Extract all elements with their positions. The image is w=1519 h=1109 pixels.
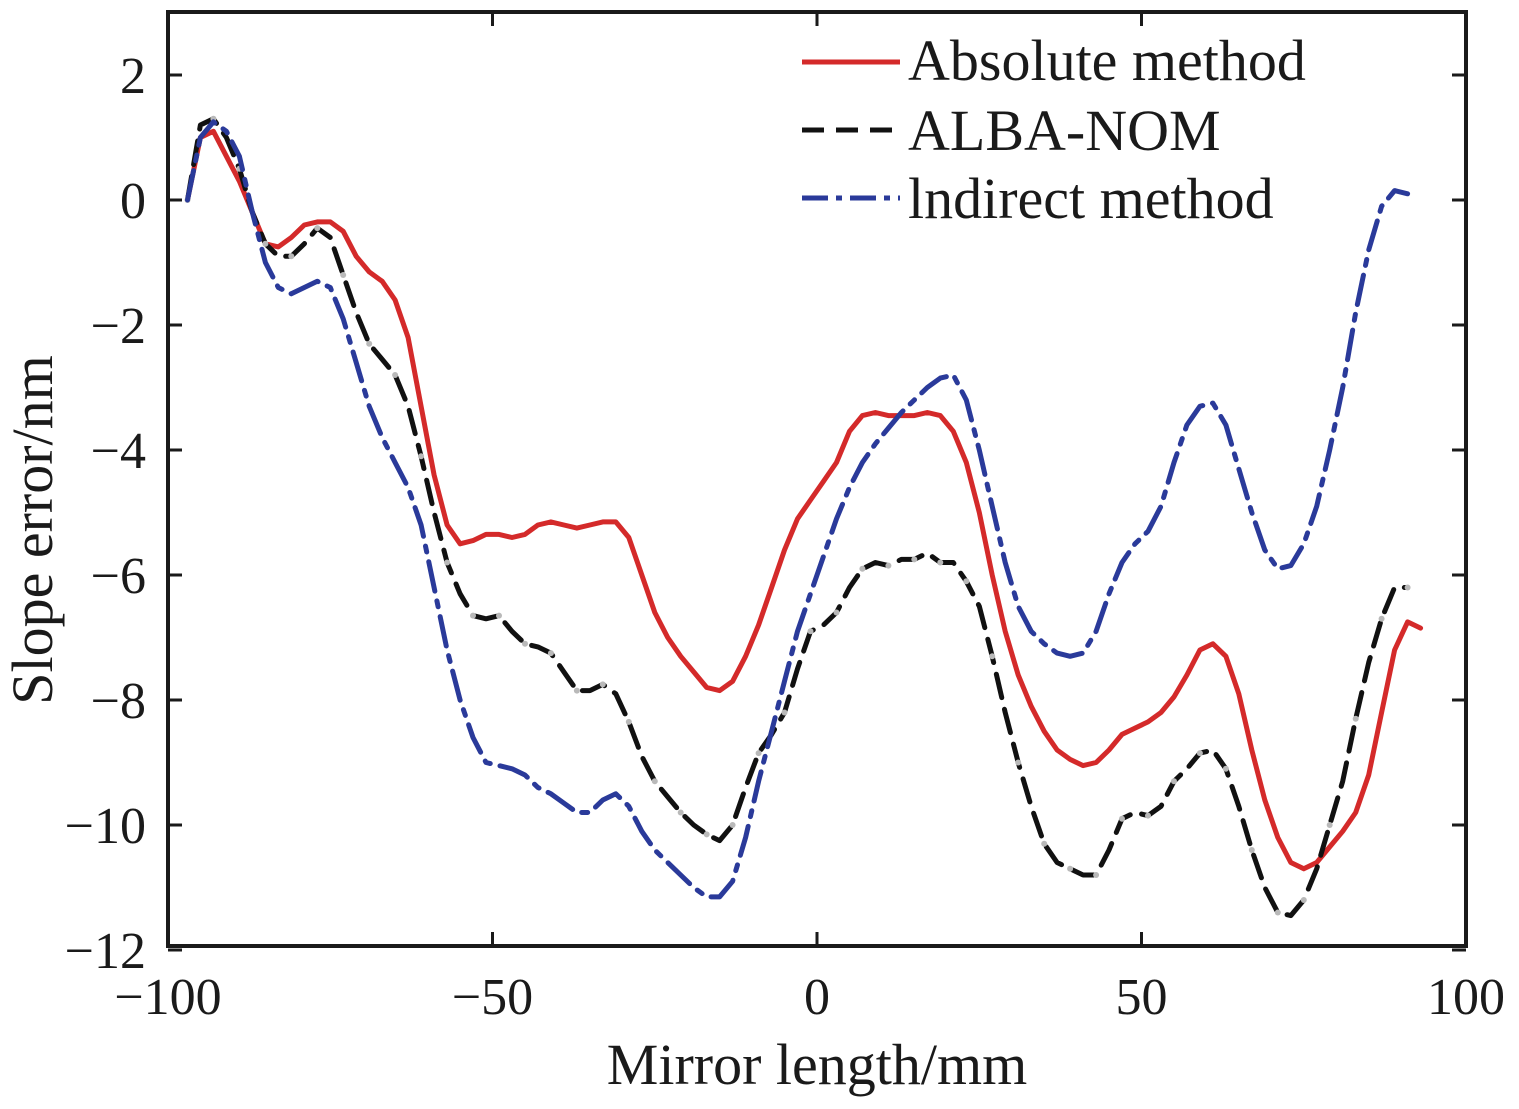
series-point-alba-nom: [366, 340, 373, 347]
x-tick-label: −50: [452, 969, 533, 1026]
x-tick-label: −100: [114, 969, 221, 1026]
legend-label-indirect-method: lndirect method: [908, 166, 1274, 231]
series-point-alba-nom: [1404, 584, 1411, 591]
series-point-alba-nom: [859, 565, 866, 572]
series-point-alba-nom: [1378, 615, 1385, 622]
series-point-alba-nom: [1145, 812, 1151, 819]
series-point-alba-nom: [340, 272, 347, 278]
series-point-alba-nom: [1196, 750, 1203, 757]
x-tick-label: 100: [1427, 969, 1505, 1026]
series-point-alba-nom: [677, 809, 684, 816]
legend: Absolute method ALBA-NOM lndirect method: [802, 28, 1306, 231]
legend-item-absolute-method: Absolute method: [802, 28, 1306, 93]
series-point-alba-nom: [288, 253, 295, 260]
series-point-alba-nom: [781, 709, 788, 716]
series-point-alba-nom: [989, 653, 996, 660]
series-point-alba-nom: [444, 559, 451, 566]
legend-label-alba-nom: ALBA-NOM: [908, 98, 1221, 163]
series-point-alba-nom: [496, 612, 502, 619]
series-point-alba-nom: [1248, 847, 1255, 853]
y-tick-label: 0: [120, 173, 146, 230]
series-layer: [184, 115, 1424, 919]
y-tick-label: −2: [91, 298, 146, 355]
x-tick-label: 50: [1116, 969, 1168, 1026]
series-point-alba-nom: [833, 609, 840, 616]
series-point-alba-nom: [963, 578, 970, 585]
series-point-alba-nom: [807, 628, 814, 635]
y-tick-label: −6: [91, 548, 146, 605]
y-tick-label: 2: [120, 48, 146, 105]
series-point-alba-nom: [522, 640, 528, 647]
series-point-alba-nom: [937, 559, 944, 566]
series-point-alba-nom: [262, 240, 269, 247]
series-line-absolute-method: [185, 128, 1424, 872]
series-point-alba-nom: [885, 562, 892, 569]
x-axis-title: Mirror length/mm: [607, 1032, 1027, 1097]
series-point-alba-nom: [1352, 715, 1359, 722]
axes-layer: −100 −50 0 50 100 −12 −10 −8 −6 −4 −2 0 2 Mirror leng…: [0, 10, 1505, 1097]
series-point-alba-nom: [703, 831, 710, 838]
series-point-alba-nom: [1067, 865, 1074, 872]
series-line-alba-nom: [185, 116, 1411, 919]
series-point-alba-nom: [1015, 759, 1022, 766]
y-tick-label: −8: [91, 673, 146, 730]
series-point-alba-nom: [755, 750, 762, 757]
legend-item-alba-nom: ALBA-NOM: [802, 98, 1221, 163]
series-point-alba-nom: [1222, 765, 1229, 772]
series-point-alba-nom: [1041, 840, 1048, 847]
series-point-alba-nom: [1093, 872, 1100, 878]
series-point-alba-nom: [1119, 815, 1125, 822]
series-point-alba-nom: [625, 718, 632, 725]
series-point-alba-nom: [547, 650, 554, 657]
x-tick-label: 0: [804, 969, 830, 1026]
series-point-alba-nom: [911, 556, 918, 563]
series-point-alba-nom: [729, 822, 736, 828]
series-point-alba-nom: [418, 453, 425, 460]
series-point-alba-nom: [599, 681, 606, 688]
series-point-alba-nom: [1326, 822, 1333, 828]
series-point-alba-nom: [573, 687, 580, 694]
series-point-alba-nom: [1274, 909, 1281, 916]
series-line-indirect-method: [185, 119, 1411, 900]
legend-label-absolute-method: Absolute method: [908, 28, 1306, 93]
y-tick-label: −12: [65, 923, 146, 980]
series-point-alba-nom: [1171, 778, 1177, 785]
series-point-alba-nom: [314, 225, 321, 232]
legend-item-indirect-method: lndirect method: [802, 166, 1274, 231]
series-point-alba-nom: [651, 778, 658, 785]
series-point-alba-nom: [1300, 897, 1307, 903]
y-tick-label: −10: [65, 798, 146, 855]
plot-frame: [166, 10, 1468, 948]
series-point-alba-nom: [470, 612, 476, 619]
y-axis-title: Slope error/nm: [0, 355, 65, 705]
y-tick-label: −4: [91, 423, 146, 480]
series-alba-nom: [184, 115, 1411, 919]
series-absolute-method: [185, 128, 1424, 872]
series-point-alba-nom: [392, 372, 399, 378]
series-indirect-method: [185, 119, 1411, 900]
